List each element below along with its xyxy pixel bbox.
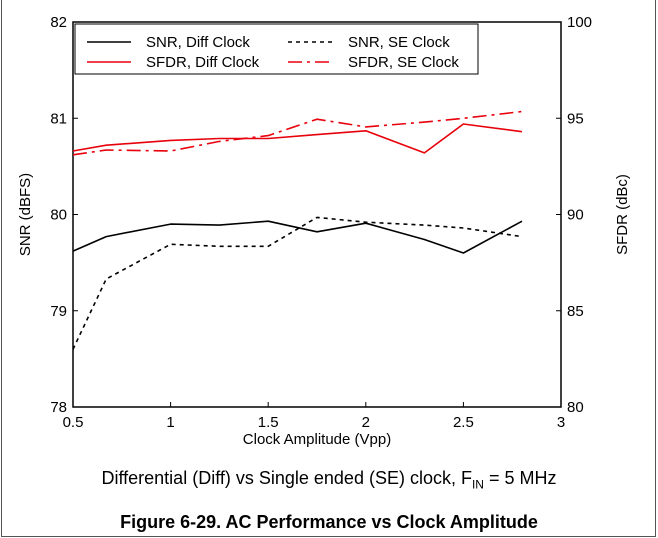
legend-label: SFDR, SE Clock xyxy=(348,54,459,71)
y-right-tick-label: 85 xyxy=(567,303,584,320)
legend-label: SNR, Diff Clock xyxy=(146,34,250,51)
y-right-tick-label: 90 xyxy=(567,207,584,224)
y-right-axis-title: SFDR (dBc) xyxy=(614,174,631,255)
y-left-tick-label: 78 xyxy=(50,399,67,416)
series-line xyxy=(72,220,523,254)
series-line xyxy=(72,216,523,350)
plot-border xyxy=(72,21,562,408)
figure-title: Figure 6-29. AC Performance vs Clock Amp… xyxy=(120,512,538,532)
x-tick-label: 1 xyxy=(166,414,174,431)
plot-area: 0.5 1 1.5 2 2.5 3 78 79 80 81 82 80 85 90 95 100 Clock A… xyxy=(17,14,631,448)
y-right-tick-label: 100 xyxy=(567,14,592,31)
caption-subscript: IN xyxy=(471,477,484,492)
y-right-tick-label: 80 xyxy=(567,399,584,416)
legend-box xyxy=(74,23,479,75)
x-tick-label: 2 xyxy=(362,414,370,431)
x-tick-label: 0.5 xyxy=(63,414,84,431)
chart: 0.5 1 1.5 2 2.5 3 78 79 80 81 82 80 85 90 95 100 Clock A… xyxy=(17,14,631,448)
caption-text-after: = 5 MHz xyxy=(483,468,557,488)
x-tick-label: 2.5 xyxy=(453,414,474,431)
series-line xyxy=(72,110,523,156)
y-left-tick-label: 82 xyxy=(50,14,67,31)
series-line xyxy=(72,123,523,154)
chart-caption: Differential (Diff) vs Single ended (SE)… xyxy=(0,468,658,492)
caption-text: Differential (Diff) vs Single ended (SE)… xyxy=(101,468,472,488)
x-axis-title: Clock Amplitude (Vpp) xyxy=(243,431,391,448)
y-left-tick-label: 81 xyxy=(50,110,67,127)
y-left-axis-title: SNR (dBFS) xyxy=(17,173,34,256)
legend-label: SNR, SE Clock xyxy=(348,34,450,51)
x-tick-label: 1.5 xyxy=(258,414,279,431)
y-left-tick-label: 79 xyxy=(50,303,67,320)
x-tick-label: 3 xyxy=(557,414,565,431)
legend-label: SFDR, Diff Clock xyxy=(146,54,260,71)
y-right-tick-label: 95 xyxy=(567,110,584,127)
y-left-tick-label: 80 xyxy=(50,207,67,224)
